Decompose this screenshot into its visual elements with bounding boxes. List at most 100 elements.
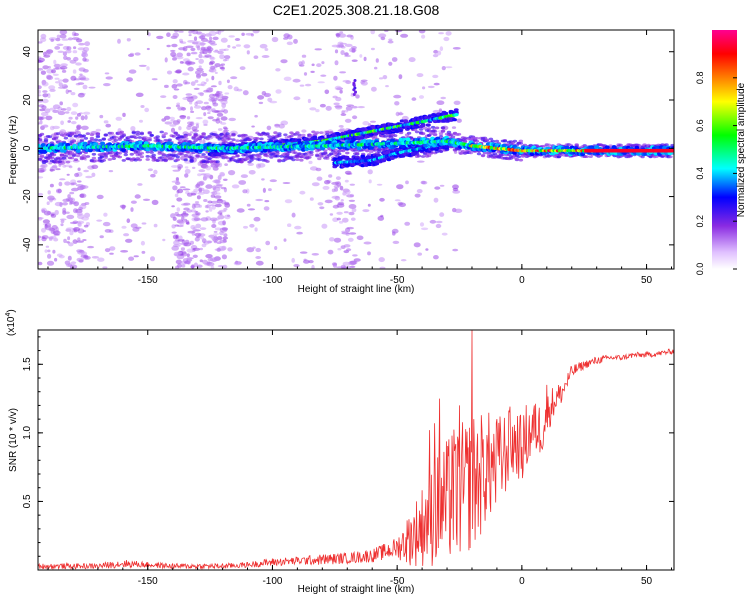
heatmap-cell	[214, 71, 218, 74]
heatmap-cell	[197, 187, 205, 192]
heatmap-cell	[40, 143, 46, 148]
heatmap-cell	[73, 32, 80, 37]
heatmap-cell	[64, 111, 70, 114]
heatmap-cell	[164, 84, 169, 88]
heatmap-cell	[259, 137, 264, 141]
heatmap-cell	[54, 209, 59, 216]
heatmap-cell	[59, 65, 68, 70]
heatmap-cell	[282, 182, 291, 184]
heatmap-cell	[452, 47, 461, 50]
heatmap-cell	[218, 209, 227, 213]
heatmap-cell	[38, 192, 44, 197]
heatmap-cell	[336, 211, 343, 215]
heatmap-cell	[380, 131, 386, 135]
heatmap-cell	[416, 160, 425, 163]
heatmap-cell	[435, 223, 442, 229]
heatmap-cell	[224, 163, 229, 167]
heatmap-cell	[198, 204, 202, 208]
heatmap-cell	[218, 80, 222, 86]
heatmap-cell	[59, 30, 68, 35]
heatmap-cell	[315, 167, 322, 172]
heatmap-cell	[405, 137, 411, 142]
heatmap-cell	[197, 161, 201, 166]
heatmap-cell	[546, 143, 551, 147]
heatmap-cell	[193, 87, 200, 90]
heatmap-cell	[143, 136, 148, 140]
heatmap-cell	[56, 43, 64, 46]
heatmap-cell	[197, 173, 202, 177]
heatmap-cell	[179, 61, 184, 64]
heatmap-cell	[251, 125, 255, 128]
heatmap-cell	[182, 188, 191, 191]
heatmap-cell	[104, 72, 110, 75]
heatmap-cell	[337, 152, 342, 156]
heatmap-cell	[39, 154, 45, 158]
heatmap-cell	[301, 54, 307, 58]
heatmap-cell	[385, 85, 389, 88]
heatmap-cell	[241, 136, 246, 140]
heatmap-cell	[203, 173, 211, 178]
heatmap-cell	[181, 264, 186, 268]
heatmap-cell	[151, 78, 158, 81]
heatmap-cell	[105, 76, 113, 80]
heatmap-cell	[186, 116, 191, 120]
heatmap-cell	[482, 151, 488, 155]
heatmap-cell	[351, 208, 357, 213]
heatmap-cell	[391, 228, 399, 234]
heatmap-cell	[332, 204, 340, 209]
heatmap-cell	[309, 153, 314, 157]
heatmap-cell	[187, 40, 195, 43]
heatmap-cell	[204, 240, 213, 243]
heatmap-cell	[117, 38, 121, 44]
heatmap-cell	[203, 112, 207, 117]
heatmap-cell	[287, 34, 293, 40]
heatmap-cell	[252, 30, 260, 34]
heatmap-cell	[297, 133, 302, 137]
heatmap-cell	[399, 111, 403, 116]
heatmap-cell	[217, 30, 225, 33]
heatmap-cell	[49, 183, 54, 188]
heatmap-cell	[195, 44, 200, 49]
heatmap-cell	[247, 208, 256, 211]
heatmap-cell	[228, 35, 235, 38]
heatmap-cell	[40, 33, 47, 39]
heatmap-cell	[195, 154, 200, 158]
heatmap-cell	[295, 158, 300, 162]
heatmap-cell	[628, 154, 633, 158]
heatmap-cell	[66, 241, 70, 244]
heatmap-cell	[38, 141, 41, 145]
heatmap-cell	[490, 139, 496, 143]
heatmap-cell	[42, 65, 49, 70]
heatmap-cell	[421, 227, 429, 231]
heatmap-cell	[78, 42, 85, 46]
heatmap-cell	[193, 105, 202, 109]
heatmap-cell	[97, 257, 105, 262]
heatmap-cell	[101, 138, 107, 141]
heatmap-cell	[348, 232, 357, 235]
heatmap-cell	[176, 189, 180, 194]
heatmap-cell	[139, 119, 143, 123]
heatmap-cell	[351, 59, 358, 62]
heatmap-cell	[73, 201, 79, 207]
heatmap-cell	[81, 156, 87, 160]
heatmap-cell	[328, 174, 333, 178]
heatmap-cell	[123, 233, 130, 237]
heatmap-cell	[353, 258, 361, 262]
heatmap-cell	[65, 160, 71, 164]
heatmap-cell	[71, 139, 77, 142]
heatmap-cell	[194, 79, 199, 83]
heatmap-cell	[239, 66, 246, 70]
heatmap-cell	[335, 96, 342, 102]
heatmap-cell	[188, 30, 193, 34]
heatmap-cell	[140, 240, 145, 246]
heatmap-cell	[355, 94, 360, 99]
heatmap-cell	[264, 48, 269, 51]
heatmap-cell	[134, 194, 141, 199]
heatmap-cell	[440, 126, 446, 130]
heatmap-cell	[343, 250, 350, 254]
heatmap-cell	[64, 181, 71, 186]
heatmap-cell	[210, 200, 219, 204]
heatmap-cell	[426, 154, 432, 158]
heatmap-cell	[76, 113, 82, 117]
heatmap-cell	[164, 57, 168, 63]
